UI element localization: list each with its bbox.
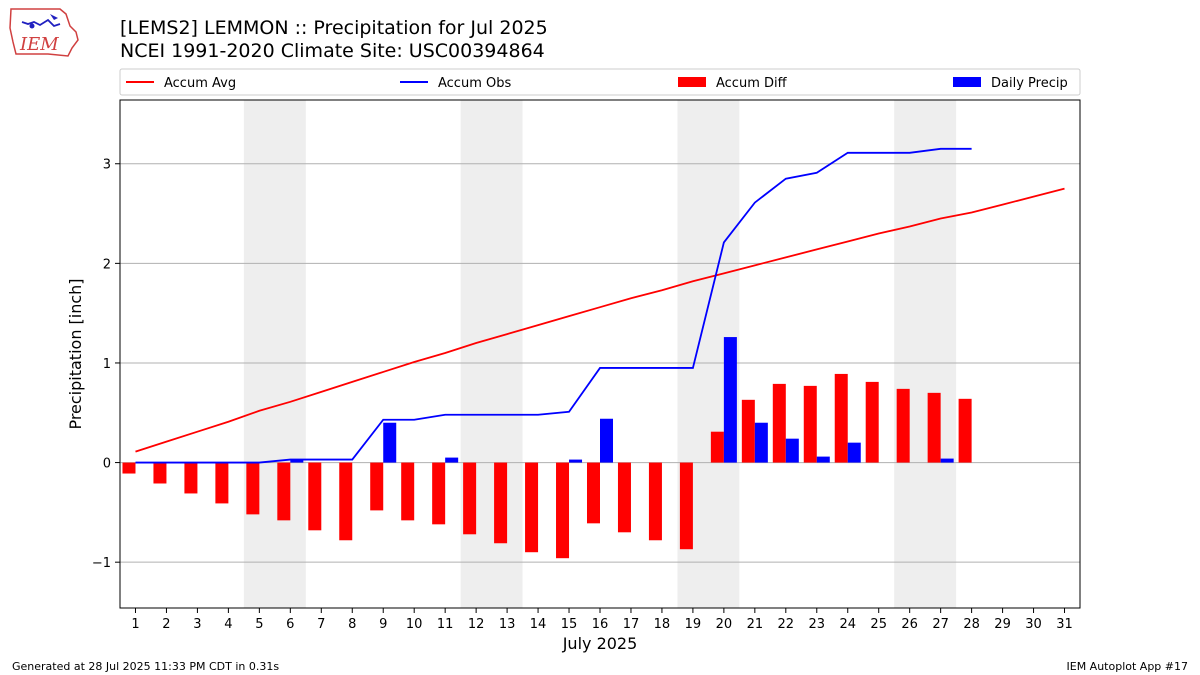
accum-diff-bar-day-12 <box>463 462 477 535</box>
x-tick-label-13: 13 <box>499 617 516 632</box>
x-tick-label-29: 29 <box>994 617 1011 632</box>
daily-precip-bar-day-23 <box>816 456 830 463</box>
x-tick-label-26: 26 <box>901 617 918 632</box>
daily-precip-bar-day-20 <box>723 337 737 463</box>
x-tick-label-4: 4 <box>224 617 232 632</box>
x-tick-label-17: 17 <box>623 617 640 632</box>
x-tick-label-21: 21 <box>747 617 764 632</box>
y-tick-label--1: −1 <box>92 556 111 571</box>
daily-precip-bar-day-22 <box>785 438 799 463</box>
chart-subtitle: NCEI 1991-2020 Climate Site: USC00394864 <box>120 40 545 62</box>
y-axis-label: Precipitation [inch] <box>66 278 85 429</box>
x-tick-label-2: 2 <box>162 617 170 632</box>
x-tick-label-12: 12 <box>468 617 485 632</box>
daily-precip-bar-day-24 <box>847 442 861 463</box>
accum-diff-bar-day-3 <box>184 462 198 494</box>
x-axis-label: July 2025 <box>562 634 638 653</box>
y-tick-label-1: 1 <box>103 357 111 372</box>
accum-diff-bar-day-22 <box>772 383 786 463</box>
accum-diff-bar-day-13 <box>494 462 508 544</box>
chart-title: [LEMS2] LEMMON :: Precipitation for Jul … <box>120 17 548 39</box>
x-tick-label-7: 7 <box>317 617 325 632</box>
accum-obs-line <box>135 147 972 464</box>
accum-diff-bar-day-26 <box>896 388 910 463</box>
accum-diff-bar-day-9 <box>370 462 384 511</box>
x-tick-label-9: 9 <box>379 617 387 632</box>
x-tick-label-16: 16 <box>592 617 609 632</box>
accum-diff-bar-day-27 <box>927 392 941 463</box>
x-tick-label-25: 25 <box>870 617 887 632</box>
weekend-shade-1 <box>243 100 306 608</box>
x-tick-label-23: 23 <box>809 617 826 632</box>
accum-diff-bar-day-20 <box>710 431 724 463</box>
accum-diff-bar-day-18 <box>648 462 662 541</box>
x-tick-label-18: 18 <box>654 617 671 632</box>
x-tick-label-11: 11 <box>437 617 454 632</box>
accum-diff-bar-day-8 <box>339 462 353 541</box>
x-tick-label-3: 3 <box>193 617 201 632</box>
daily-precip-bar-day-11 <box>445 457 459 463</box>
logo-text: IEM <box>19 34 59 55</box>
daily-precip-bar-day-27 <box>940 458 954 463</box>
x-tick-label-15: 15 <box>561 617 578 632</box>
legend-label-accum-avg: Accum Avg <box>164 76 236 91</box>
accum-diff-bar-day-28 <box>958 398 972 463</box>
x-tick-label-24: 24 <box>839 617 856 632</box>
x-tick-label-1: 1 <box>131 617 139 632</box>
x-tick-label-27: 27 <box>932 617 949 632</box>
footer-generated: Generated at 28 Jul 2025 11:33 PM CDT in… <box>12 660 280 673</box>
accum-diff-bar-day-15 <box>556 462 570 559</box>
daily-precip-bar-day-15 <box>569 459 583 463</box>
daily-precip-bar-day-9 <box>383 422 397 463</box>
legend-box <box>119 68 1081 96</box>
accum-diff-bar-day-25 <box>865 381 879 463</box>
x-tick-label-8: 8 <box>348 617 356 632</box>
y-tick-label-3: 3 <box>103 158 111 173</box>
daily-precip-bar-day-16 <box>600 418 614 463</box>
x-tick-label-30: 30 <box>1025 617 1042 632</box>
accum-diff-bar-day-24 <box>834 373 848 463</box>
legend-label-accum-obs: Accum Obs <box>438 76 511 91</box>
x-tick-label-6: 6 <box>286 617 294 632</box>
legend-label-daily-precip: Daily Precip <box>991 76 1068 91</box>
x-tick-label-10: 10 <box>406 617 423 632</box>
x-tick-label-20: 20 <box>716 617 733 632</box>
accum-diff-bar-day-1 <box>122 462 136 474</box>
legend-swatch-accum-diff <box>678 77 706 87</box>
legend-label-accum-diff: Accum Diff <box>716 76 788 91</box>
accum-diff-bar-day-11 <box>432 462 446 525</box>
y-tick-label-0: 0 <box>103 457 111 472</box>
accum-diff-bar-day-16 <box>586 462 600 524</box>
accum-diff-bar-day-19 <box>679 462 693 550</box>
accum-diff-bar-day-23 <box>803 385 817 463</box>
accum-diff-bar-day-21 <box>741 399 755 463</box>
accum-diff-bar-day-4 <box>215 462 229 504</box>
accum-diff-bar-day-6 <box>277 462 291 521</box>
accum-diff-bar-day-7 <box>308 462 322 531</box>
accum-avg-line <box>135 187 1065 453</box>
accum-diff-bar-day-2 <box>153 462 167 484</box>
legend-swatch-daily-precip <box>953 77 981 87</box>
accum-diff-bar-day-10 <box>401 462 415 521</box>
weekend-shade-4 <box>894 100 957 608</box>
accum-diff-bar-day-5 <box>246 462 260 515</box>
x-tick-label-31: 31 <box>1056 617 1073 632</box>
x-tick-label-22: 22 <box>778 617 795 632</box>
x-tick-label-28: 28 <box>963 617 980 632</box>
x-tick-label-19: 19 <box>685 617 702 632</box>
daily-precip-bar-day-6 <box>290 459 304 463</box>
iem-logo: IEM <box>8 6 80 58</box>
y-tick-label-2: 2 <box>103 257 111 272</box>
accum-diff-bar-day-14 <box>525 462 539 553</box>
x-tick-label-5: 5 <box>255 617 263 632</box>
daily-precip-bar-day-21 <box>754 422 768 463</box>
accum-diff-bar-day-17 <box>617 462 631 533</box>
footer-app: IEM Autoplot App #17 <box>1066 660 1189 673</box>
x-tick-label-14: 14 <box>530 617 547 632</box>
